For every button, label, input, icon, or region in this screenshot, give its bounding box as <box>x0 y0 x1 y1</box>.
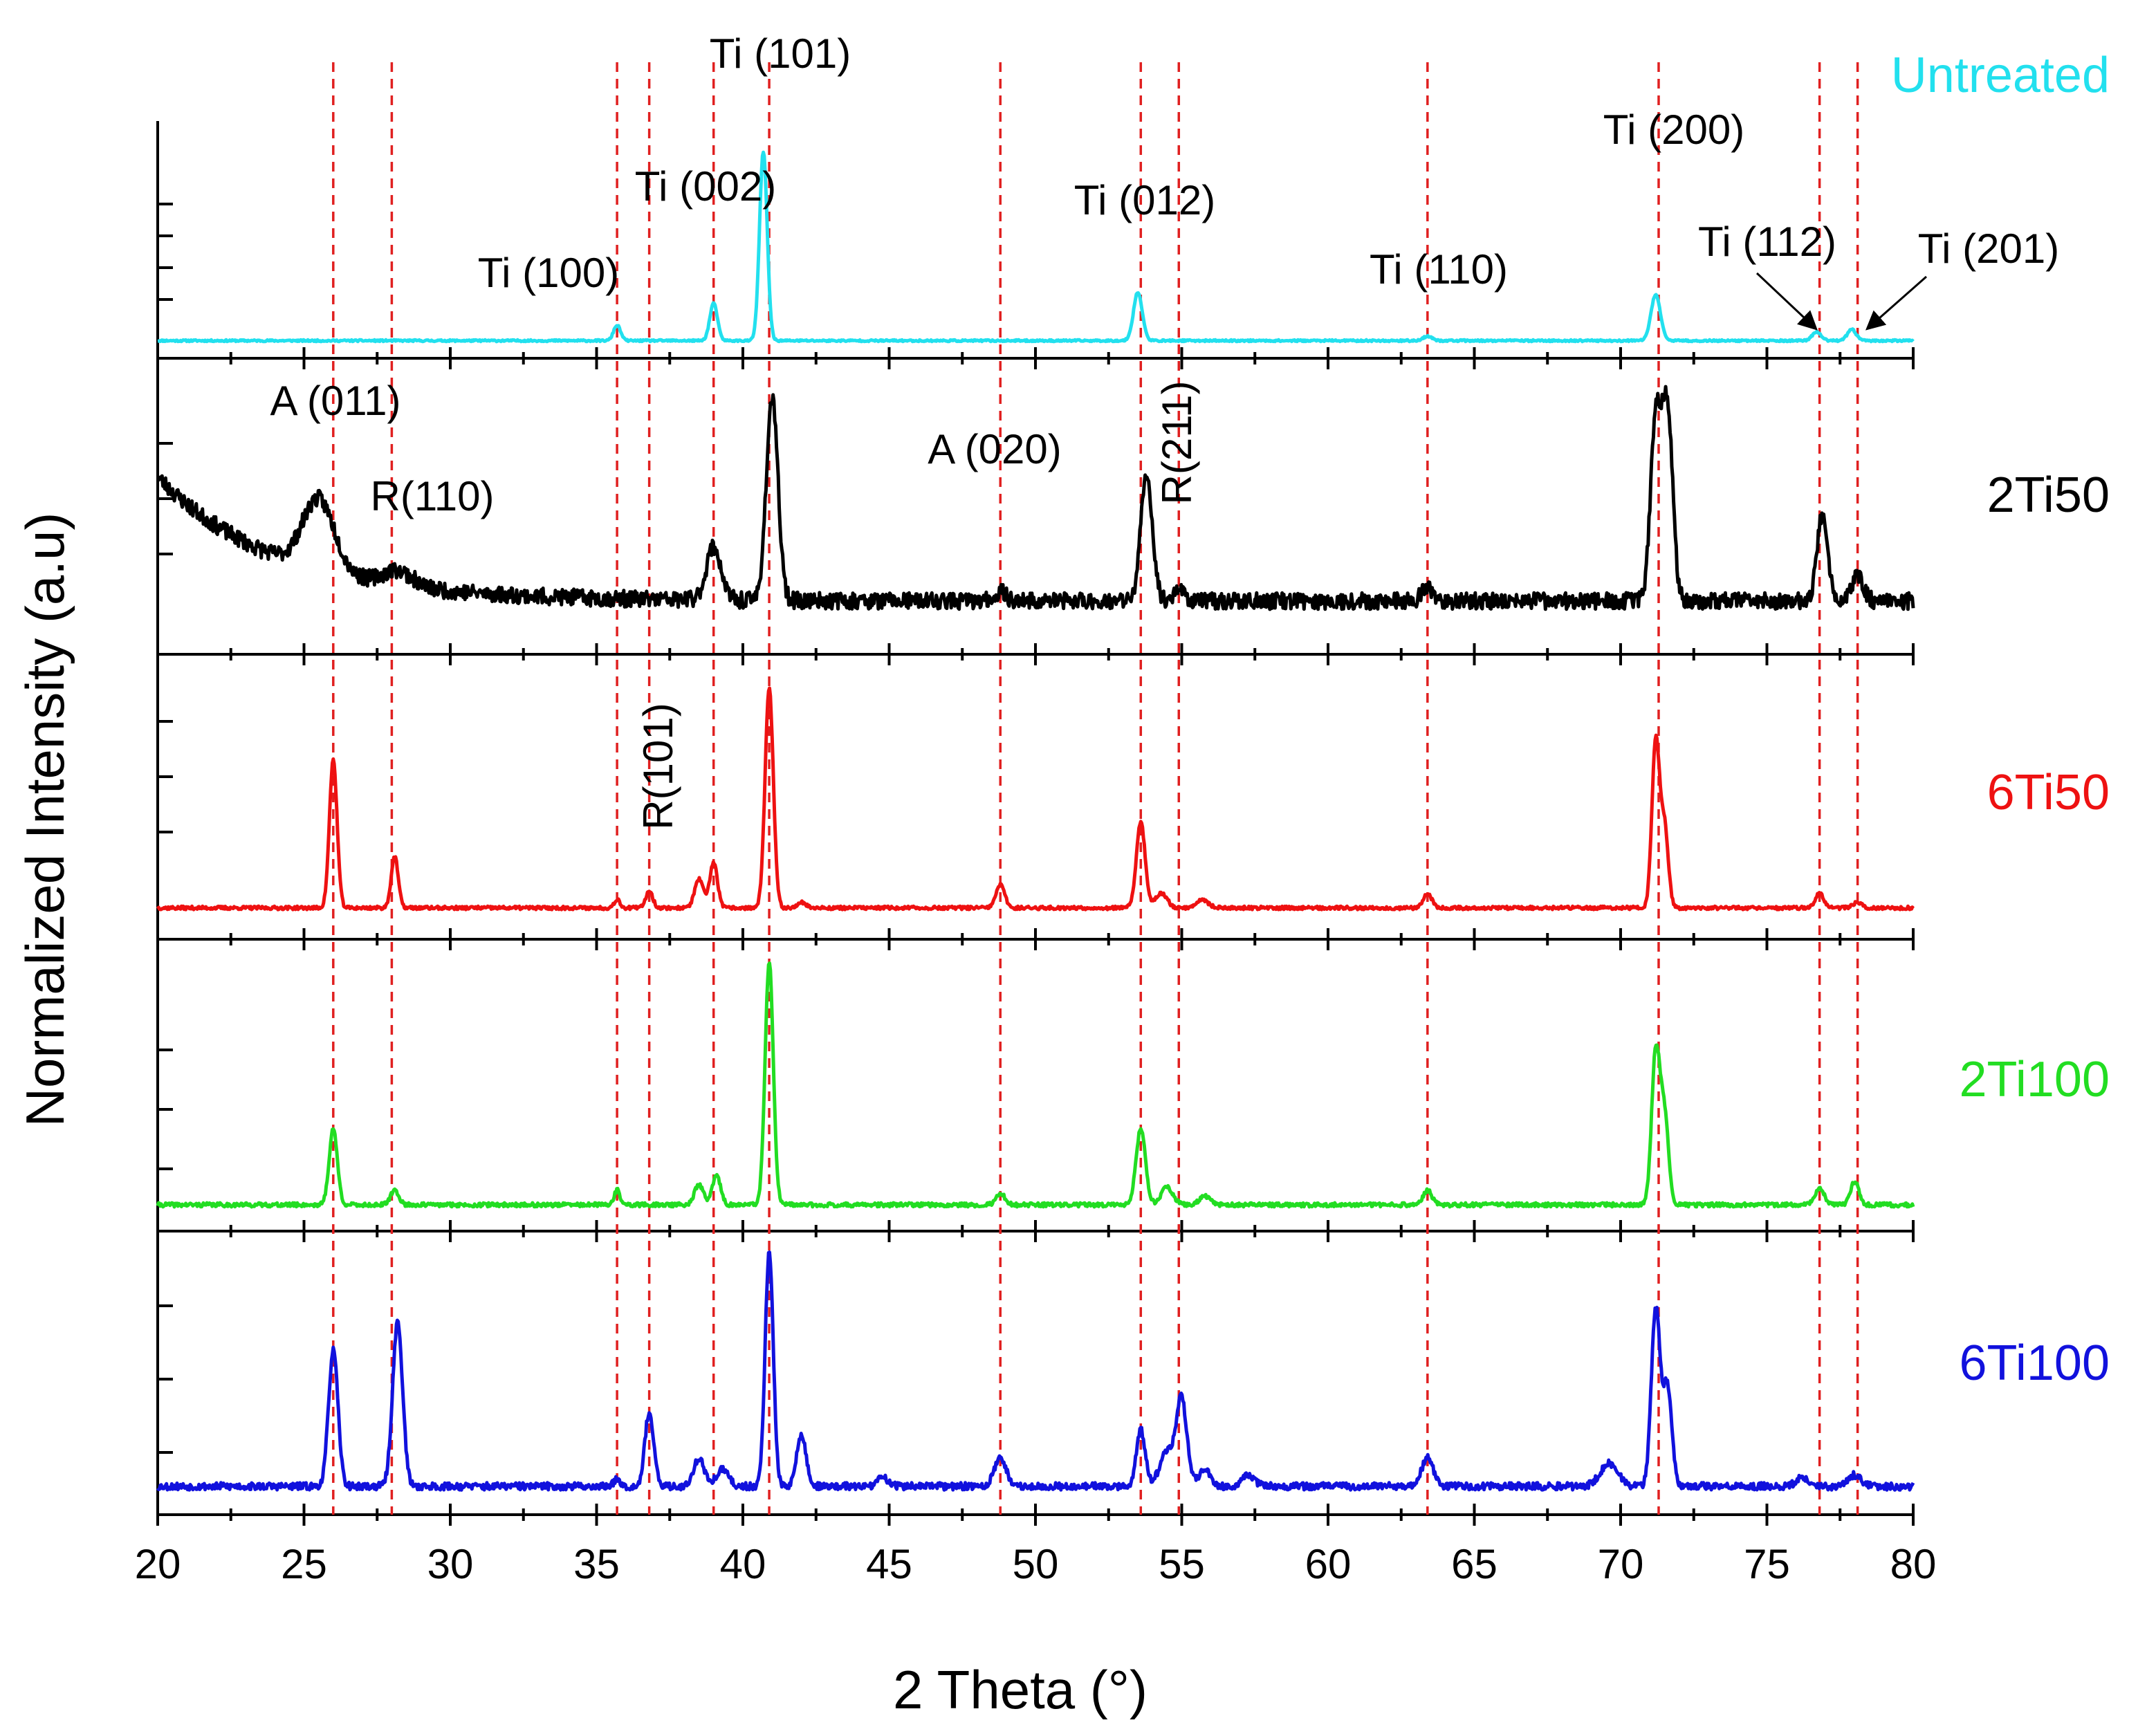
series-curves-layer <box>156 150 1915 1492</box>
x-tick-label: 20 <box>135 1541 181 1587</box>
peak-label: Ti (112) <box>1698 219 1836 265</box>
series-line-6ti50 <box>156 686 1915 912</box>
x-tick-label: 30 <box>427 1541 474 1587</box>
x-tick-label: 80 <box>1890 1541 1937 1587</box>
sample-label: 2Ti50 <box>1987 468 2110 523</box>
x-axis-label: 2 Theta (°) <box>893 1659 1148 1720</box>
axes-layer: 20 25 30 35 40 45 50 55 60 65 70 75 80 <box>135 121 1937 1587</box>
peak-label: Ti (110) <box>1370 246 1508 293</box>
peak-label: Ti (100) <box>478 250 620 296</box>
series-line-2ti50 <box>156 385 1915 611</box>
labels-layer: Untreated 2Ti50 6Ti50 2Ti100 6Ti100 Ti (101) T… <box>270 30 2110 1391</box>
arrow-ti-201 <box>1865 275 1927 331</box>
sample-label: 6Ti100 <box>1960 1336 2110 1391</box>
series-line-2ti100 <box>156 961 1915 1209</box>
peak-label: R(211) <box>1154 381 1200 505</box>
sample-label: 6Ti50 <box>1987 765 2110 820</box>
series-line-6ti100 <box>156 1250 1915 1492</box>
x-tick-label: 55 <box>1159 1541 1205 1587</box>
series-line-untreated <box>156 150 1915 344</box>
y-axis-label: Normalized Intensity (a.u) <box>15 513 75 1127</box>
sample-label: 2Ti100 <box>1960 1052 2110 1107</box>
peak-label: Ti (002) <box>635 163 777 210</box>
arrow-ti-112 <box>1755 272 1818 331</box>
peak-label: A (011) <box>270 378 401 424</box>
sample-label: Untreated <box>1891 48 2110 103</box>
x-tick-label: 75 <box>1744 1541 1790 1587</box>
x-tick-label: 40 <box>720 1541 766 1587</box>
peak-label: Ti (201) <box>1918 225 2060 272</box>
x-tick-label: 35 <box>573 1541 620 1587</box>
x-tick-label: 60 <box>1305 1541 1352 1587</box>
peak-label: Ti (101) <box>710 30 851 77</box>
x-tick-label: 45 <box>866 1541 912 1587</box>
peak-label: A (020) <box>928 426 1061 472</box>
peak-label: R(101) <box>635 703 681 829</box>
x-tick-label: 50 <box>1013 1541 1059 1587</box>
x-tick-label: 70 <box>1598 1541 1644 1587</box>
peak-label: R(110) <box>371 473 495 519</box>
x-tick-label: 25 <box>281 1541 327 1587</box>
peak-label: Ti (200) <box>1603 107 1745 153</box>
peak-label: Ti (012) <box>1074 177 1216 223</box>
x-tick-label: 65 <box>1451 1541 1497 1587</box>
